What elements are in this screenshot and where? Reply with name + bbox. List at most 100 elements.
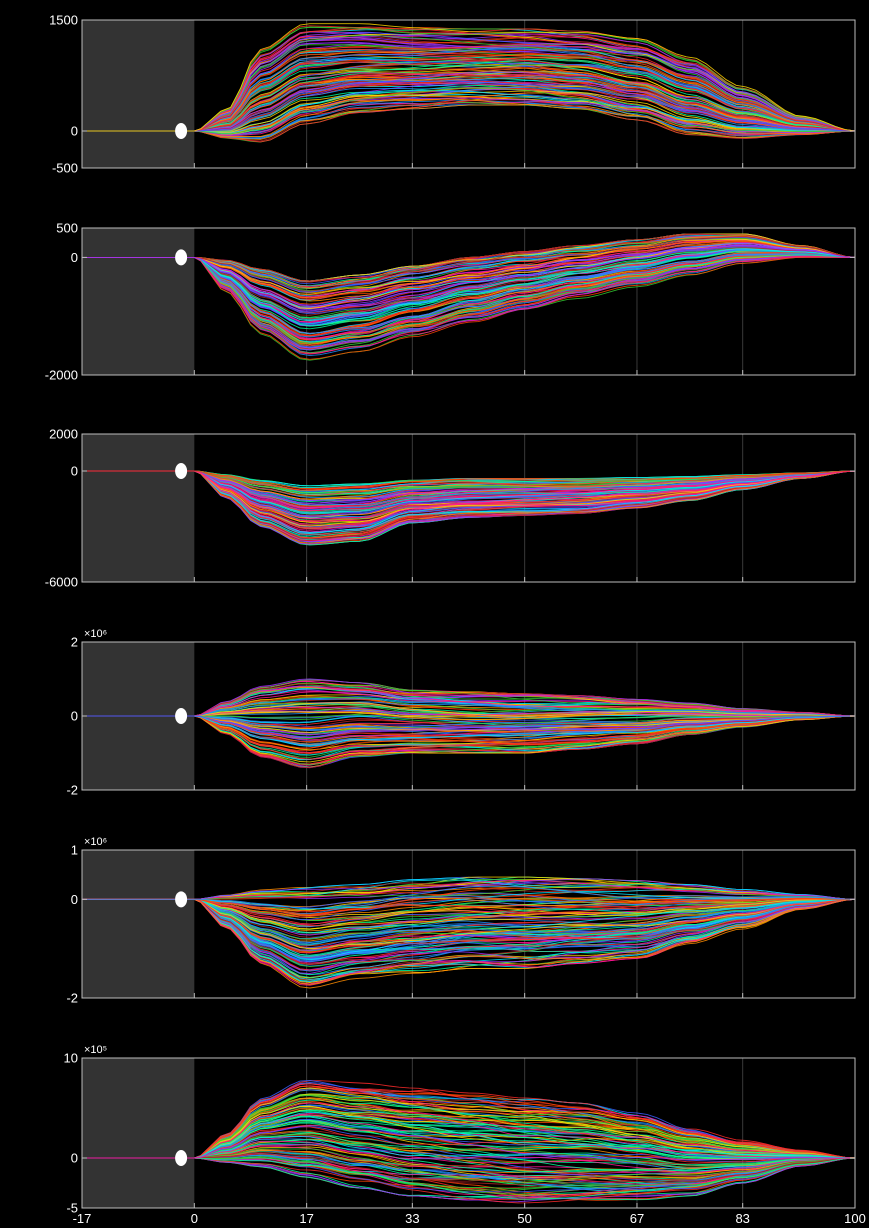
series-line — [82, 104, 856, 140]
y-tick-label: 500 — [56, 221, 78, 236]
series-line — [82, 715, 856, 763]
series-line — [82, 715, 856, 738]
series-line — [82, 236, 856, 293]
series-line — [82, 1134, 856, 1168]
series-line — [82, 87, 856, 135]
series-line — [82, 43, 856, 132]
series-line — [82, 246, 856, 315]
series-line — [82, 1087, 856, 1159]
series-line — [82, 470, 856, 506]
series-line — [82, 898, 856, 953]
shaded-region — [82, 850, 195, 998]
x-tick-label: -17 — [73, 1211, 92, 1226]
series-line — [82, 715, 856, 747]
series-line — [82, 1132, 856, 1166]
series-line — [82, 685, 856, 717]
y-tick-label: 0 — [71, 892, 78, 907]
y-tick-label: 0 — [71, 124, 78, 139]
y-tick-label: 2 — [71, 635, 78, 650]
series-line — [82, 678, 856, 717]
series-line — [82, 89, 855, 134]
series-line — [82, 67, 856, 132]
y-tick-label: -2 — [66, 783, 78, 798]
series-line — [82, 82, 856, 132]
series-line — [82, 470, 856, 544]
series-line — [82, 1111, 856, 1159]
panel-2: 500 0 -2000 — [45, 221, 856, 383]
series-line — [82, 898, 855, 918]
y-exponent-label: ×10⁶ — [84, 836, 107, 848]
y-exponent-label: ×10⁶ — [84, 628, 107, 640]
series-line — [82, 48, 856, 132]
series-line — [82, 1114, 856, 1159]
series-line — [82, 898, 856, 986]
series-line — [82, 248, 856, 321]
x-tick-label: 0 — [191, 1211, 198, 1226]
series-line — [82, 37, 856, 132]
y-tick-label: -6000 — [45, 575, 78, 590]
series-line — [82, 690, 856, 717]
series-line — [82, 254, 856, 343]
series-line — [82, 898, 856, 950]
y-tick-label: 0 — [71, 709, 78, 724]
series-line — [82, 71, 856, 132]
series-line — [82, 710, 856, 717]
panel-1: 1500 0 -500 — [49, 13, 856, 176]
y-exponent-label: ×10⁵ — [84, 1044, 107, 1056]
series-line — [82, 68, 856, 132]
series-line — [82, 878, 856, 900]
series-line — [82, 885, 856, 910]
axes-frame — [81, 433, 856, 583]
event-marker — [175, 891, 188, 908]
series-line — [82, 470, 856, 509]
series-line — [82, 1157, 856, 1200]
series-line — [82, 470, 856, 539]
series-line — [82, 1145, 856, 1177]
y-tick-label: -5 — [66, 1201, 78, 1216]
series-group — [82, 1080, 856, 1204]
x-tick-label: 17 — [299, 1211, 313, 1226]
series-line — [82, 715, 856, 732]
series-group — [82, 678, 856, 769]
series-line — [82, 470, 856, 497]
series-group — [82, 470, 856, 546]
series-line — [82, 253, 856, 339]
series-line — [82, 878, 856, 900]
series-line — [82, 61, 856, 132]
x-tick-label: 50 — [517, 1211, 531, 1226]
series-line — [82, 75, 856, 132]
series-line — [82, 702, 856, 717]
series-line — [82, 1139, 856, 1172]
series-line — [82, 238, 856, 295]
y-tick-label: 0 — [71, 464, 78, 479]
series-line — [82, 898, 856, 939]
series-line — [82, 1125, 855, 1161]
y-tick-label: 10 — [64, 1051, 78, 1066]
y-tick-label: 2000 — [49, 427, 78, 442]
event-marker — [175, 463, 188, 479]
series-line — [82, 25, 856, 132]
y-tick-label: -2000 — [45, 368, 78, 383]
series-line — [82, 1118, 856, 1159]
series-line — [82, 236, 856, 292]
shaded-region — [82, 434, 195, 582]
series-line — [82, 1156, 856, 1189]
y-tick-label: 0 — [71, 1151, 78, 1166]
series-line — [82, 898, 856, 930]
series-line — [82, 1148, 856, 1181]
series-line — [82, 255, 856, 349]
series-line — [82, 1153, 856, 1186]
series-line — [82, 252, 856, 336]
series-line — [82, 470, 856, 534]
series-line — [82, 1144, 856, 1177]
series-line — [82, 714, 855, 725]
series-line — [82, 1085, 856, 1159]
series-line — [82, 470, 856, 520]
panel-6: 100-5×10⁵-17 0 17 33 50 67 83 100 — [64, 1044, 866, 1226]
series-line — [82, 715, 856, 738]
series-line — [82, 470, 856, 531]
series-line — [82, 1157, 856, 1204]
series-line — [82, 58, 856, 132]
series-line — [82, 715, 856, 743]
